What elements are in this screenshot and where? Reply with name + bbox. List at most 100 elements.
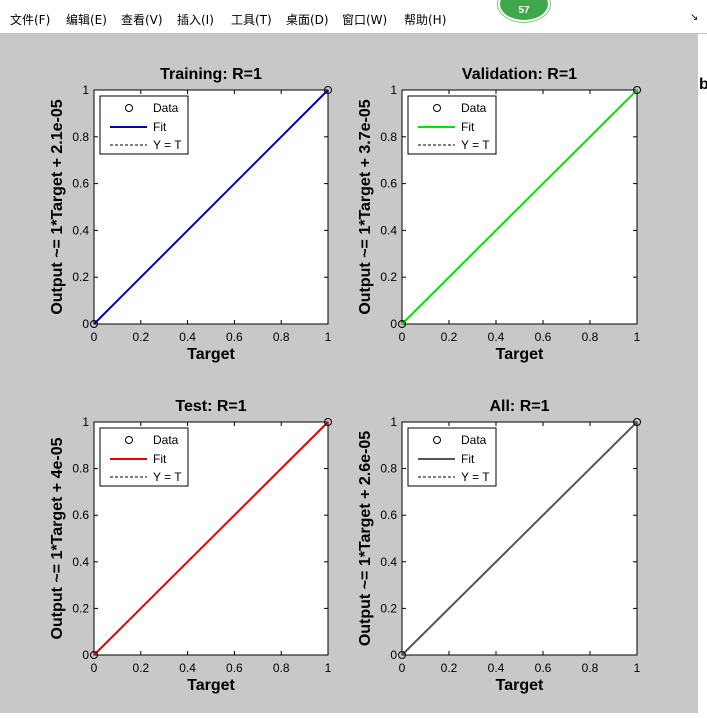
y-tick-label: 1 — [82, 83, 89, 97]
x-tick-label: 0.8 — [582, 661, 599, 675]
fit-line — [401, 421, 638, 656]
fit-line — [401, 89, 638, 325]
y-tick-label: 0.2 — [72, 270, 89, 284]
y-tick-label: 0 — [390, 317, 397, 331]
legend-entry: Data — [461, 433, 487, 447]
x-tick-label: 0.2 — [132, 330, 149, 344]
data-point — [398, 651, 406, 659]
x-axis-label: Target — [187, 677, 235, 694]
y-tick-label: 0.6 — [380, 508, 397, 522]
x-tick-label: 1 — [325, 661, 332, 675]
y-tick-label: 1 — [390, 415, 397, 429]
data-point — [633, 86, 641, 94]
legend-entry: Fit — [153, 452, 167, 466]
y-tick-label: 0.4 — [380, 223, 397, 237]
x-tick-label: 0.4 — [488, 661, 505, 675]
x-tick-label: 0 — [91, 661, 98, 675]
y-tick-label: 1 — [82, 415, 89, 429]
data-point — [90, 320, 98, 328]
resize-arrow-icon[interactable]: ↘ — [690, 12, 699, 23]
y-tick-label: 0.2 — [380, 270, 397, 284]
legend — [99, 95, 189, 155]
data-point — [633, 418, 641, 426]
x-tick-label: 0.8 — [273, 330, 290, 344]
y-tick-label: 0.6 — [72, 177, 89, 191]
x-axis-label: Target — [496, 346, 544, 363]
y-tick-label: 0.4 — [380, 555, 397, 569]
x-tick-label: 0.2 — [441, 661, 458, 675]
y-tick-label: 0.2 — [72, 601, 89, 615]
menu-item[interactable]: 窗口(W) — [342, 13, 388, 27]
chart-validation: 0 0.2 0.4 0.6 0.8 1 0 0.2 0.4 0.6 0.8 1 Validation: … — [357, 66, 641, 363]
menu-item[interactable]: 桌面(D) — [286, 13, 329, 27]
background-window-text: b — [699, 76, 707, 93]
y-tick-label: 0 — [82, 317, 89, 331]
x-tick-label: 1 — [634, 661, 641, 675]
fit-line — [93, 89, 329, 325]
bottom-window-edge — [0, 713, 698, 719]
y-tick-label: 0 — [390, 648, 397, 662]
y-tick-label: 0.8 — [380, 462, 397, 476]
menu-bar: 57 ↘ 文件(F) 编辑(E) 查看(V) 插入(I) 工具(T) 桌面(D) 窗口(W)… — [0, 0, 707, 34]
y-tick-label: 0.8 — [380, 130, 397, 144]
legend-entry: Y = T — [153, 138, 182, 152]
legend-entry: Fit — [153, 120, 167, 134]
data-point — [324, 86, 332, 94]
x-tick-label: 0.6 — [226, 661, 243, 675]
background-window-edge — [698, 34, 707, 719]
x-tick-label: 1 — [634, 330, 641, 344]
y-axis-label: Output ~= 1*Target + 2.6e-05 — [357, 431, 374, 646]
menu-item[interactable]: 工具(T) — [231, 13, 272, 27]
y-tick-label: 0.6 — [72, 508, 89, 522]
chart-title: All: R=1 — [489, 398, 549, 415]
chart-title: Training: R=1 — [160, 66, 262, 83]
y-axis-label: Output ~= 1*Target + 4e-05 — [49, 437, 66, 639]
legend — [99, 427, 189, 487]
legend-data-marker — [125, 104, 133, 112]
regression-figure: 0 0.2 0.4 0.6 0.8 1 0 0.2 0.4 0.6 0.8 1 Training: R=… — [49, 66, 641, 694]
legend-entry: Data — [153, 101, 179, 115]
x-axis-label: Target — [187, 346, 235, 363]
badge-count: 57 — [518, 5, 530, 16]
x-tick-label: 0.2 — [132, 661, 149, 675]
chart-test: 0 0.2 0.4 0.6 0.8 1 0 0.2 0.4 0.6 0.8 1 Test: R=1 Tar… — [49, 398, 332, 694]
menu-item[interactable]: 查看(V) — [121, 13, 163, 27]
y-tick-label: 0.2 — [380, 601, 397, 615]
x-tick-label: 0.6 — [535, 330, 552, 344]
menu-item[interactable]: 插入(I) — [177, 13, 214, 27]
legend-data-marker — [433, 436, 441, 444]
x-tick-label: 0.2 — [441, 330, 458, 344]
y-tick-label: 0.4 — [72, 223, 89, 237]
menu-item[interactable]: 编辑(E) — [66, 13, 107, 27]
legend-entry: Y = T — [461, 470, 490, 484]
legend-entry: Y = T — [461, 138, 490, 152]
chart-title: Validation: R=1 — [462, 66, 577, 83]
notification-badge[interactable]: 57 — [498, 0, 550, 22]
chart-all: 0 0.2 0.4 0.6 0.8 1 0 0.2 0.4 0.6 0.8 1 All: R=1 Targ… — [357, 398, 641, 694]
legend-data-marker — [125, 436, 133, 444]
x-tick-label: 0 — [91, 330, 98, 344]
legend-data-marker — [433, 104, 441, 112]
legend-entry: Fit — [461, 452, 475, 466]
data-point — [90, 651, 98, 659]
menu-item[interactable]: 文件(F) — [10, 13, 51, 27]
y-tick-label: 0.4 — [72, 555, 89, 569]
x-tick-label: 0.4 — [179, 330, 196, 344]
chart-title: Test: R=1 — [175, 398, 246, 415]
x-tick-label: 0.6 — [535, 661, 552, 675]
y-tick-label: 0 — [82, 648, 89, 662]
x-axis-label: Target — [496, 677, 544, 694]
y-tick-label: 1 — [390, 83, 397, 97]
y-axis-label: Output ~= 1*Target + 2.1e-05 — [49, 99, 66, 314]
legend-entry: Data — [461, 101, 487, 115]
x-tick-label: 0.6 — [226, 330, 243, 344]
data-point — [398, 320, 406, 328]
menu-item[interactable]: 帮助(H) — [404, 13, 447, 27]
legend — [407, 427, 497, 487]
y-tick-label: 0.8 — [72, 462, 89, 476]
data-point — [324, 418, 332, 426]
legend — [407, 95, 497, 155]
x-tick-label: 0.4 — [179, 661, 196, 675]
x-tick-label: 0 — [399, 330, 406, 344]
x-tick-label: 0.4 — [488, 330, 505, 344]
